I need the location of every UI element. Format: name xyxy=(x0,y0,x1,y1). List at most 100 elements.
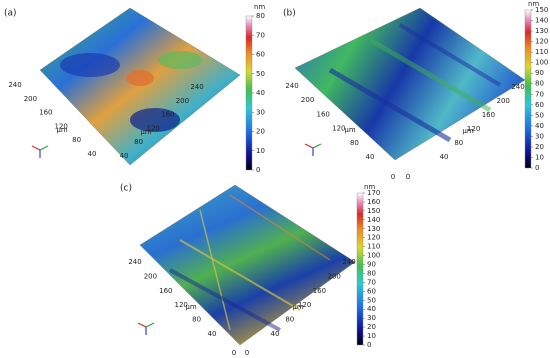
colorbar-tick-label: 20 xyxy=(256,128,265,136)
origin-label: 0 xyxy=(232,349,236,357)
axis-tick-label: 240 xyxy=(190,83,203,91)
axis-tick-label: 200 xyxy=(497,97,510,105)
colorbar-tick-label: 50 xyxy=(535,111,544,119)
colorbar-tick-label: 160 xyxy=(367,198,380,206)
colorbar-tick-label: 70 xyxy=(367,278,376,286)
axis-tick-label: 40 xyxy=(366,153,375,161)
panel-label: (a) xyxy=(4,9,17,19)
axis-tick-label: 40 xyxy=(208,330,217,338)
origin-label: 0 xyxy=(406,173,410,181)
colorbar-tick-label: 10 xyxy=(535,153,544,161)
colorbar-tick-label: 130 xyxy=(367,225,380,233)
axis-tick-label: 240 xyxy=(511,83,524,91)
panel-label: (c) xyxy=(120,184,132,194)
axis-tick-label: 160 xyxy=(39,109,52,117)
colorbar-tick-label: 150 xyxy=(367,207,380,215)
colorbar xyxy=(356,192,364,346)
axis-tick-label: 40 xyxy=(440,153,449,161)
surface-a xyxy=(39,7,241,166)
colorbar-tick-label: 90 xyxy=(535,69,544,77)
colorbar-tick-label: 60 xyxy=(367,287,376,295)
colorbar-tick-label: 110 xyxy=(367,243,380,251)
colorbar-tick-label: 20 xyxy=(367,323,376,331)
axis-tick-label: 200 xyxy=(328,272,341,280)
colorbar-tick-label: 130 xyxy=(535,27,548,35)
axis-unit: μm xyxy=(140,128,151,136)
colorbar-tick-label: 0 xyxy=(367,341,371,349)
origin-label: 0 xyxy=(391,173,395,181)
colorbar-tick-label: 40 xyxy=(367,305,376,313)
axis-tick-label: 120 xyxy=(175,301,188,309)
colorbar-tick-label: 90 xyxy=(367,261,376,269)
colorbar-tick-label: 10 xyxy=(256,147,265,155)
axis-tick-label: 80 xyxy=(350,139,359,147)
axis-tick-label: 160 xyxy=(159,287,172,295)
axis-tick-label: 40 xyxy=(120,152,129,160)
axis-tick-label: 200 xyxy=(301,96,314,104)
axis-tick-label: 240 xyxy=(8,81,21,89)
colorbar-tick-label: 10 xyxy=(367,332,376,340)
colorbar-tick-label: 150 xyxy=(535,6,548,14)
colorbar-tick-label: 60 xyxy=(256,51,265,59)
axis-unit: μm xyxy=(292,303,303,311)
axis-tick-label: 240 xyxy=(342,258,355,266)
axis-tick-label: 240 xyxy=(128,258,141,266)
axis-tick-label: 160 xyxy=(161,111,174,119)
axis-tick-label: 120 xyxy=(147,124,160,132)
colorbar-tick-label: 40 xyxy=(256,89,265,97)
axis-tick-label: 120 xyxy=(332,125,345,133)
axis-tick-label: 200 xyxy=(24,95,37,103)
axis-unit: μm xyxy=(344,126,355,134)
colorbar-tick-label: 80 xyxy=(256,12,265,20)
colorbar-tick-label: 0 xyxy=(535,164,539,172)
surface-c xyxy=(139,184,356,346)
colorbar xyxy=(245,15,253,171)
colorbar-unit: nm xyxy=(364,183,375,191)
colorbar xyxy=(524,9,532,169)
axis-tick-label: 40 xyxy=(88,150,97,158)
axis-tick-label: 120 xyxy=(298,301,311,309)
axis-tick-label: 80 xyxy=(72,136,81,144)
panel-label: (b) xyxy=(283,9,296,19)
axis-tick-label: 240 xyxy=(285,82,298,90)
colorbar-tick-label: 50 xyxy=(367,296,376,304)
colorbar-tick-label: 70 xyxy=(256,31,265,39)
colorbar-tick-label: 140 xyxy=(535,17,548,25)
colorbar-tick-label: 70 xyxy=(535,90,544,98)
colorbar-unit: nm xyxy=(254,3,265,11)
axis-icon xyxy=(31,143,322,335)
colorbar-tick-label: 100 xyxy=(367,252,380,260)
axis-tick-label: 200 xyxy=(144,272,157,280)
colorbar-tick-label: 30 xyxy=(367,314,376,322)
axis-tick-label: 80 xyxy=(134,138,143,146)
colorbar-tick-label: 0 xyxy=(256,166,260,174)
axis-tick-label: 80 xyxy=(285,316,294,324)
colorbar-tick-label: 20 xyxy=(535,143,544,151)
axis-unit: μm xyxy=(462,127,473,135)
colorbar-tick-label: 60 xyxy=(535,101,544,109)
axis-tick-label: 80 xyxy=(192,316,201,324)
axis-tick-label: 80 xyxy=(454,139,463,147)
colorbar-tick-label: 80 xyxy=(367,269,376,277)
colorbar-tick-label: 30 xyxy=(535,132,544,140)
colorbar-tick-label: 140 xyxy=(367,216,380,224)
colorbar-unit: nm xyxy=(528,0,539,8)
colorbar-tick-label: 50 xyxy=(256,70,265,78)
colorbar-tick-label: 100 xyxy=(535,59,548,67)
colorbar-tick-label: 40 xyxy=(535,122,544,130)
axis-tick-label: 120 xyxy=(467,125,480,133)
colorbar-tick-label: 30 xyxy=(256,108,265,116)
axis-tick-label: 120 xyxy=(55,122,68,130)
surface-b xyxy=(294,7,526,161)
colorbar-tick-label: 120 xyxy=(535,38,548,46)
axis-unit: μm xyxy=(185,303,196,311)
colorbar-tick-label: 120 xyxy=(367,234,380,242)
colorbar-tick-label: 80 xyxy=(535,80,544,88)
axis-tick-label: 160 xyxy=(482,111,495,119)
colorbar-tick-label: 110 xyxy=(535,48,548,56)
axis-tick-label: 200 xyxy=(176,97,189,105)
origin-label: 0 xyxy=(245,349,249,357)
colorbar-tick-label: 170 xyxy=(367,189,380,197)
axis-tick-label: 160 xyxy=(317,110,330,118)
